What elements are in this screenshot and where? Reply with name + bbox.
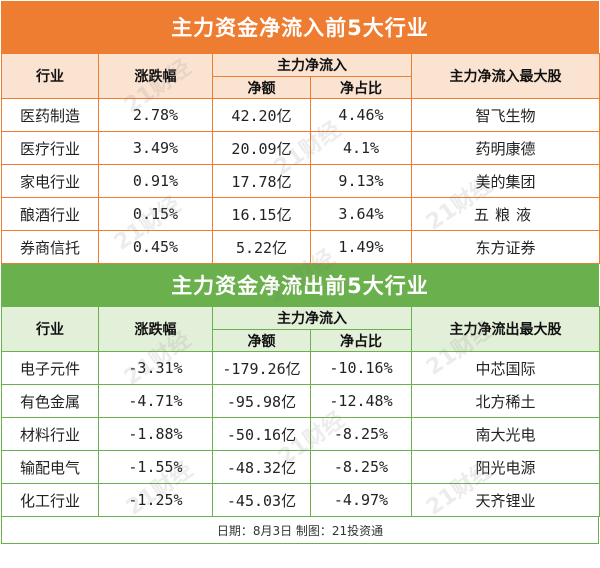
top-stock-cell: 中芯国际 bbox=[411, 351, 600, 385]
inflow-header-net-amount: 净额 bbox=[212, 76, 311, 99]
industry-cell: 医疗行业 bbox=[1, 131, 99, 165]
inflow-subheader-row: 净额 净占比 bbox=[2, 76, 600, 99]
table-row: 输配电气 -1.55% -48.32亿 -8.25% 阳光电源 bbox=[1, 450, 600, 484]
outflow-header-top-stock: 主力净流出最大股 bbox=[411, 306, 600, 352]
net-ratio-cell: -8.25% bbox=[310, 450, 412, 484]
net-amount-cell: -48.32亿 bbox=[212, 450, 311, 484]
change-cell: 2.78% bbox=[98, 98, 213, 132]
net-amount-cell: 17.78亿 bbox=[212, 164, 311, 198]
change-cell: -1.88% bbox=[98, 417, 213, 451]
net-amount-cell: 16.15亿 bbox=[212, 197, 311, 231]
table-row: 医疗行业 3.49% 20.09亿 4.1% 药明康德 bbox=[1, 131, 600, 165]
top-stock-cell: 阳光电源 bbox=[411, 450, 600, 484]
table-row: 电子元件 -3.31% -179.26亿 -10.16% 中芯国际 bbox=[1, 351, 600, 385]
table-row: 医药制造 2.78% 42.20亿 4.46% 智飞生物 bbox=[1, 98, 600, 132]
net-ratio-cell: 9.13% bbox=[310, 164, 412, 198]
change-cell: 0.15% bbox=[98, 197, 213, 231]
change-cell: 0.45% bbox=[98, 230, 213, 264]
industry-cell: 医药制造 bbox=[1, 98, 99, 132]
outflow-header-main-net: 主力净流入 bbox=[212, 306, 412, 330]
net-ratio-cell: 4.1% bbox=[310, 131, 412, 165]
industry-cell: 券商信托 bbox=[1, 230, 99, 264]
inflow-header-change: 涨跌幅 bbox=[98, 53, 213, 99]
inflow-header-main-net: 主力净流入 bbox=[212, 53, 412, 77]
table-row: 酿酒行业 0.15% 16.15亿 3.64% 五粮液 bbox=[1, 197, 600, 231]
net-ratio-cell: -4.97% bbox=[310, 483, 412, 517]
industry-cell: 有色金属 bbox=[1, 384, 99, 418]
inflow-header-top-stock: 主力净流入最大股 bbox=[411, 53, 600, 99]
net-ratio-cell: 4.46% bbox=[310, 98, 412, 132]
outflow-title: 主力资金净流出前5大行业 bbox=[1, 264, 599, 306]
top-stock-cell: 南大光电 bbox=[411, 417, 600, 451]
top-stock-cell: 药明康德 bbox=[411, 131, 600, 165]
inflow-table: 行业 涨跌幅 主力净流入 主力净流入最大股 净额 净占比 医药制造 2.78% … bbox=[1, 53, 600, 264]
top-stock-cell: 美的集团 bbox=[411, 164, 600, 198]
net-amount-cell: 20.09亿 bbox=[212, 131, 311, 165]
top-stock-cell: 智飞生物 bbox=[411, 98, 600, 132]
table-row: 家电行业 0.91% 17.78亿 9.13% 美的集团 bbox=[1, 164, 600, 198]
net-ratio-cell: -10.16% bbox=[310, 351, 412, 385]
outflow-header-net-amount: 净额 bbox=[212, 329, 311, 352]
outflow-header-change: 涨跌幅 bbox=[98, 306, 213, 352]
top-stock-cell: 北方稀土 bbox=[411, 384, 600, 418]
table-row: 券商信托 0.45% 5.22亿 1.49% 东方证券 bbox=[1, 230, 600, 264]
footer-credit: 日期：8月3日 制图：21投资通 bbox=[1, 517, 599, 544]
top-stock-cell: 东方证券 bbox=[411, 230, 600, 264]
industry-cell: 电子元件 bbox=[1, 351, 99, 385]
change-cell: -1.25% bbox=[98, 483, 213, 517]
net-ratio-cell: -8.25% bbox=[310, 417, 412, 451]
outflow-header-industry: 行业 bbox=[1, 306, 99, 352]
industry-cell: 酿酒行业 bbox=[1, 197, 99, 231]
net-ratio-cell: 1.49% bbox=[310, 230, 412, 264]
net-amount-cell: -179.26亿 bbox=[212, 351, 311, 385]
outflow-header-row: 行业 涨跌幅 主力净流入 主力净流出最大股 bbox=[1, 306, 600, 352]
change-cell: -4.71% bbox=[98, 384, 213, 418]
industry-cell: 化工行业 bbox=[1, 483, 99, 517]
outflow-subheader-row: 净额 净占比 bbox=[2, 329, 600, 352]
table-row: 有色金属 -4.71% -95.98亿 -12.48% 北方稀土 bbox=[1, 384, 600, 418]
top-stock-cell: 五粮液 bbox=[411, 197, 600, 231]
net-ratio-cell: -12.48% bbox=[310, 384, 412, 418]
net-amount-cell: -95.98亿 bbox=[212, 384, 311, 418]
net-amount-cell: 42.20亿 bbox=[212, 98, 311, 132]
inflow-header-row: 行业 涨跌幅 主力净流入 主力净流入最大股 bbox=[1, 53, 600, 99]
industry-cell: 材料行业 bbox=[1, 417, 99, 451]
inflow-header-industry: 行业 bbox=[1, 53, 99, 99]
net-amount-cell: 5.22亿 bbox=[212, 230, 311, 264]
net-amount-cell: -45.03亿 bbox=[212, 483, 311, 517]
table-row: 化工行业 -1.25% -45.03亿 -4.97% 天齐锂业 bbox=[1, 483, 600, 517]
net-amount-cell: -50.16亿 bbox=[212, 417, 311, 451]
table-row: 材料行业 -1.88% -50.16亿 -8.25% 南大光电 bbox=[1, 417, 600, 451]
change-cell: -1.55% bbox=[98, 450, 213, 484]
inflow-header-net-ratio: 净占比 bbox=[310, 76, 412, 99]
top-stock-cell: 天齐锂业 bbox=[411, 483, 600, 517]
outflow-table: 行业 涨跌幅 主力净流入 主力净流出最大股 净额 净占比 电子元件 -3.31%… bbox=[1, 306, 600, 517]
change-cell: -3.31% bbox=[98, 351, 213, 385]
change-cell: 0.91% bbox=[98, 164, 213, 198]
industry-cell: 输配电气 bbox=[1, 450, 99, 484]
inflow-title: 主力资金净流入前5大行业 bbox=[1, 1, 599, 53]
outflow-header-net-ratio: 净占比 bbox=[310, 329, 412, 352]
net-ratio-cell: 3.64% bbox=[310, 197, 412, 231]
change-cell: 3.49% bbox=[98, 131, 213, 165]
industry-cell: 家电行业 bbox=[1, 164, 99, 198]
